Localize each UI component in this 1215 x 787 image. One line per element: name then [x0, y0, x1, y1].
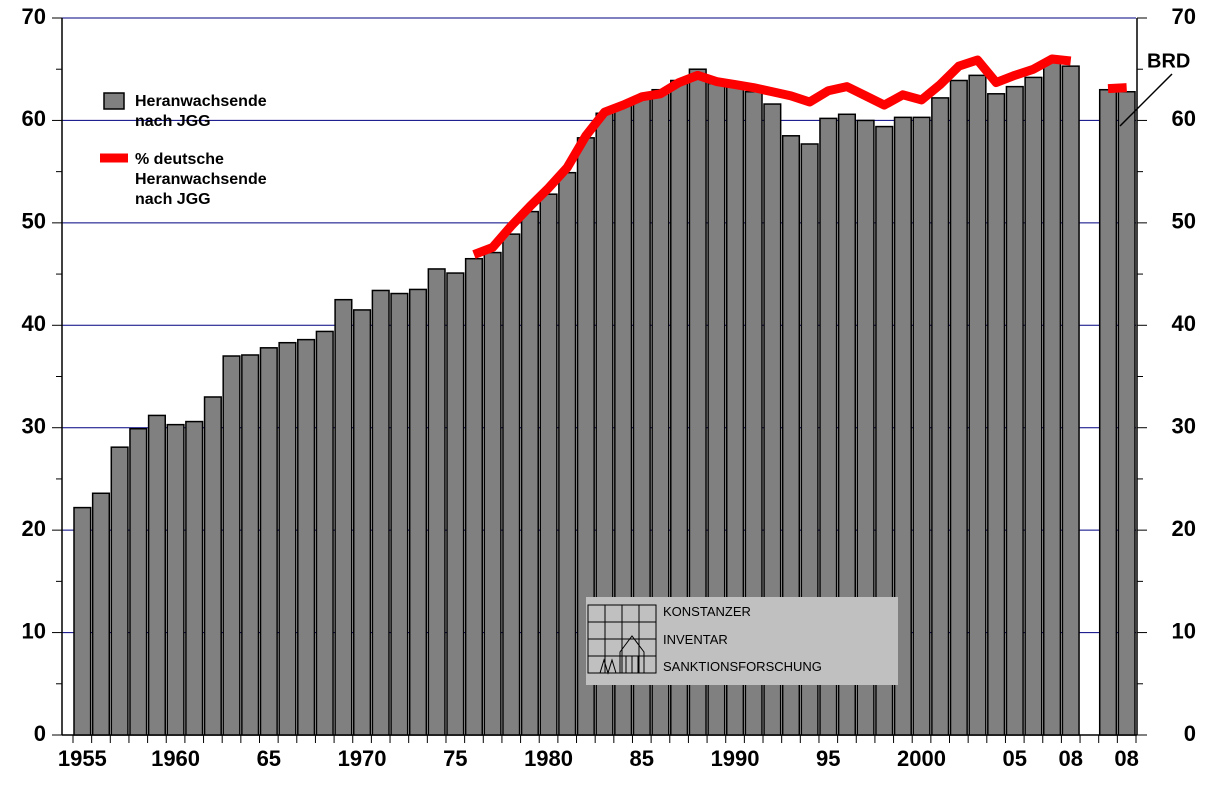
- x-tick-label: 1980: [524, 746, 573, 771]
- bar: [968, 74, 987, 736]
- bar: [800, 143, 819, 736]
- line: [472, 54, 1127, 259]
- y-tick-label: 50: [22, 209, 46, 234]
- bar: [781, 135, 801, 736]
- logo-icon: [587, 604, 657, 675]
- bar: [203, 396, 222, 736]
- y2-tick-label: 20: [1172, 516, 1196, 541]
- legend-label: % deutsche Heranwachsende nach JGG: [135, 151, 267, 208]
- bar: [1043, 61, 1062, 736]
- bar: [875, 125, 894, 736]
- x-tick-label: 1970: [338, 746, 387, 771]
- bar: [893, 116, 912, 736]
- y2-tick-label: 70: [1172, 4, 1196, 29]
- bar: [520, 210, 539, 736]
- bar: [222, 355, 241, 736]
- bar: [931, 97, 950, 736]
- logo-building: [599, 635, 645, 675]
- y-tick-label: 0: [34, 721, 46, 746]
- bar: [1098, 88, 1118, 736]
- x-tick-label: 05: [1003, 746, 1027, 771]
- x-tick-label: 1955: [58, 746, 107, 771]
- bar: [185, 420, 204, 736]
- y2-tick-label: 60: [1172, 106, 1196, 131]
- bar: [987, 93, 1006, 736]
- bar: [912, 116, 931, 736]
- bar: [147, 414, 166, 736]
- legend-label: Heranwachsende nach JGG: [135, 93, 267, 130]
- annotation: BRD: [1147, 50, 1190, 72]
- y2-tick-label: 50: [1172, 209, 1196, 234]
- bar: [949, 79, 968, 736]
- bar: [502, 233, 521, 736]
- bar: [408, 288, 428, 736]
- bar: [1061, 65, 1080, 736]
- bar: [539, 193, 558, 736]
- y-tick-label: 70: [22, 4, 46, 29]
- bar: [1024, 76, 1043, 736]
- bar: [688, 68, 707, 736]
- x-tick-label: 95: [816, 746, 840, 771]
- x-tick-label: 2000: [897, 746, 946, 771]
- x-tick-label: 1990: [711, 746, 760, 771]
- bar: [259, 347, 278, 736]
- x-tick-label: 75: [443, 746, 467, 771]
- bar: [297, 338, 316, 736]
- y2-tick-label: 40: [1172, 311, 1196, 336]
- annotation-pointer: [1119, 73, 1173, 127]
- logo-text: INVENTAR: [663, 632, 728, 647]
- bar: [819, 117, 838, 736]
- legend-bar-swatch: [103, 92, 125, 110]
- y-tick-label: 40: [22, 311, 46, 336]
- bar: [110, 446, 129, 736]
- bar: [352, 309, 372, 736]
- bar: [91, 492, 111, 736]
- bar: [427, 268, 446, 736]
- bar: [334, 298, 353, 736]
- y-tick-label: 30: [22, 414, 46, 439]
- bar: [446, 272, 465, 736]
- y2-tick-label: 0: [1184, 721, 1196, 746]
- x-tick-label: 08: [1114, 746, 1138, 771]
- bar: [464, 257, 484, 736]
- x-tick-label: 08: [1058, 746, 1082, 771]
- bar: [856, 119, 875, 736]
- bar: [371, 289, 390, 736]
- y-tick-label: 20: [22, 516, 46, 541]
- y-tick-label: 60: [22, 106, 46, 131]
- bar: [129, 427, 148, 736]
- bar: [241, 354, 260, 736]
- x-tick-label: 85: [630, 746, 654, 771]
- y2-tick-label: 10: [1172, 618, 1196, 643]
- bar: [558, 171, 577, 736]
- bar: [166, 423, 185, 736]
- bar: [73, 506, 92, 736]
- bar: [315, 330, 334, 736]
- bar: [390, 292, 409, 736]
- bar: [278, 341, 297, 736]
- bar: [1117, 90, 1136, 736]
- logo-text: SANKTIONSFORSCHUNG: [663, 659, 822, 674]
- y2-tick-label: 30: [1172, 414, 1196, 439]
- bar: [837, 113, 857, 736]
- x-tick-label: 65: [257, 746, 281, 771]
- logo-text: KONSTANZER: [663, 604, 751, 619]
- bar: [1005, 85, 1024, 736]
- bar: [483, 251, 502, 736]
- x-tick-label: 1960: [151, 746, 200, 771]
- y-tick-label: 10: [22, 618, 46, 643]
- bar: [763, 103, 782, 736]
